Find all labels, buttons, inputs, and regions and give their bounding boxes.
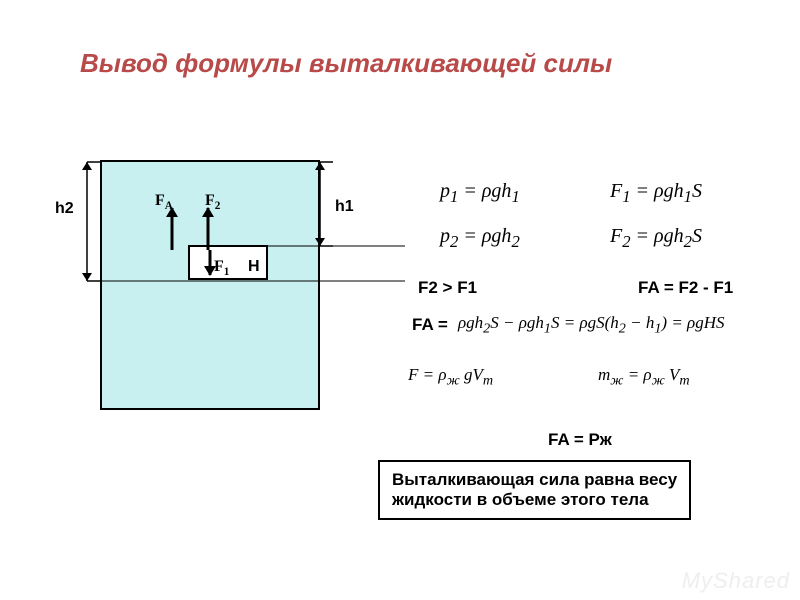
eq-row2-right: F2 = ρgh2S bbox=[610, 225, 702, 252]
eq-row5-left: F = ρж gVm bbox=[408, 365, 493, 389]
eq-row3-left: F2 > F1 bbox=[418, 278, 477, 298]
eq-row1-right: F1 = ρgh1S bbox=[610, 180, 702, 207]
eq-row4-label: FA = bbox=[412, 315, 448, 335]
eq-row5-right: mж = ρж Vm bbox=[598, 365, 690, 389]
label-h1: h1 bbox=[335, 198, 354, 216]
label-FA: FA bbox=[155, 192, 173, 212]
label-F1: F1 bbox=[214, 258, 229, 278]
eq-row3-right: FA = F2 - F1 bbox=[638, 278, 733, 298]
eq-row4-expr: ρgh2S − ρgh1S = ρgS(h2 − h1) = ρgHS bbox=[458, 313, 724, 337]
eq-row6: FA = Pж bbox=[548, 430, 612, 450]
label-F2: F2 bbox=[205, 192, 220, 212]
conclusion-line1: Выталкивающая сила равна весу bbox=[392, 470, 677, 490]
eq-row2-left: p2 = ρgh2 bbox=[440, 225, 520, 252]
watermark: MyShared bbox=[682, 568, 790, 594]
conclusion-box: Выталкивающая сила равна весу жидкости в… bbox=[378, 460, 691, 520]
label-h2: h2 bbox=[55, 200, 74, 218]
page-title: Вывод формулы выталкивающей силы bbox=[80, 48, 612, 79]
label-H: H bbox=[248, 258, 260, 276]
conclusion-line2: жидкости в объеме этого тела bbox=[392, 490, 677, 510]
eq-row1-left: p1 = ρgh1 bbox=[440, 180, 520, 207]
